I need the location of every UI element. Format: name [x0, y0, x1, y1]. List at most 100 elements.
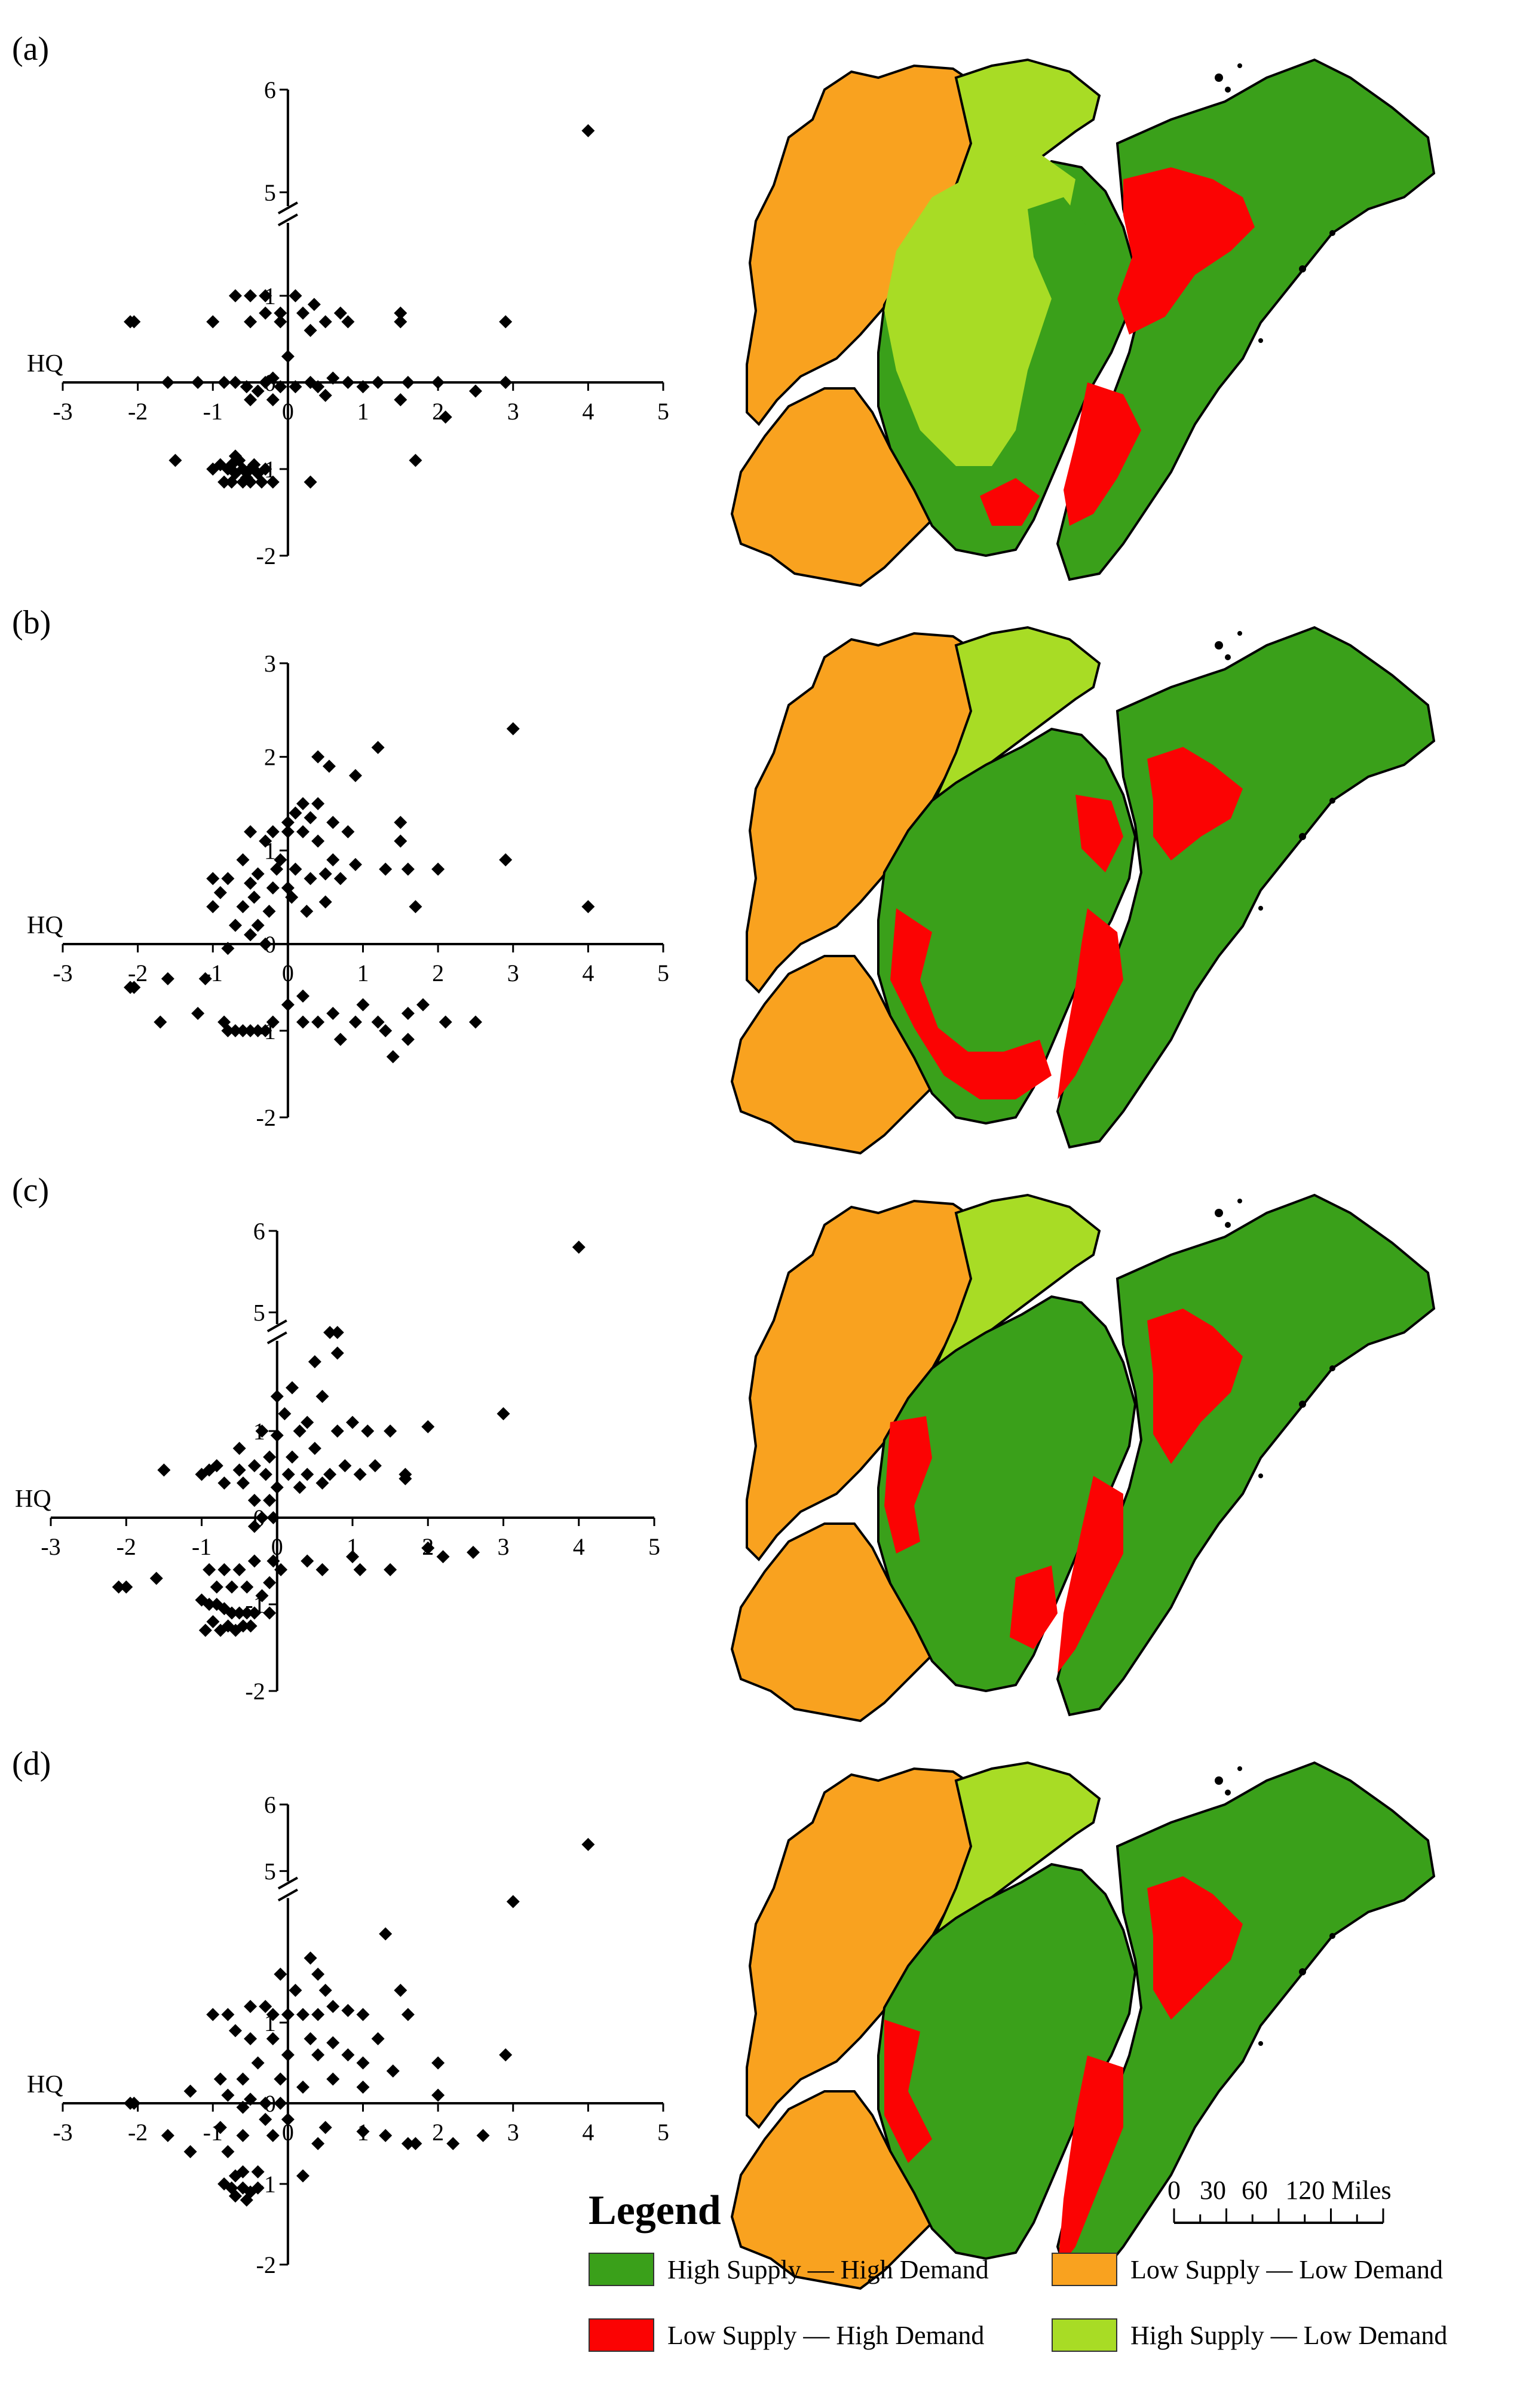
scatter-point	[210, 1580, 223, 1594]
map-overlay-d3	[884, 2020, 932, 2163]
map-overlay-a1	[1117, 167, 1255, 335]
scatter-point	[348, 1015, 362, 1029]
map-overlay-c2	[1058, 1476, 1123, 1673]
scatter-point	[323, 1326, 337, 1339]
scatter-point	[311, 2008, 325, 2021]
scatter-point	[247, 1606, 261, 1620]
scatter-point	[127, 315, 141, 329]
x-tick-label: -1	[192, 1533, 212, 1560]
scatter-point	[346, 1550, 359, 1564]
scatter-point	[244, 315, 258, 329]
scatter-point	[266, 1015, 280, 1029]
scatter-point	[259, 2000, 272, 2013]
scatter-point	[304, 811, 317, 825]
scatter-point	[244, 2000, 258, 2013]
scale-tick-0: 0	[1168, 2176, 1181, 2205]
scatter-point	[244, 1619, 258, 1633]
scatter-point	[263, 1606, 277, 1620]
scatter-point	[304, 2032, 317, 2045]
legend-swatch	[1052, 2253, 1117, 2286]
scatter-point	[371, 1015, 385, 1029]
scatter-point	[341, 376, 355, 389]
y-axis-label: HQ	[27, 912, 63, 939]
scatter-point	[240, 380, 253, 394]
scatter-point	[157, 1463, 171, 1477]
scatter-point	[333, 307, 347, 320]
y-tick-label: -2	[256, 543, 276, 569]
scatter-point	[356, 380, 370, 394]
scatter-point	[281, 2048, 295, 2061]
scatter-point	[213, 886, 227, 899]
scatter-point	[468, 384, 482, 398]
scatter-point	[274, 1968, 287, 1981]
scatter-point	[281, 816, 295, 829]
scatter-point	[281, 350, 295, 363]
scatter-point	[311, 797, 325, 810]
x-tick-label: 1	[357, 398, 369, 425]
scatter-panel-a: (a)-3-2-10123456510-1-2HQ	[12, 30, 669, 569]
y-tick-label: 5	[264, 179, 276, 206]
scatter-point	[244, 2032, 258, 2045]
scatter-point	[326, 371, 340, 385]
scatter-point	[431, 376, 445, 389]
legend-item-high-supply-high-demand: High Supply — High Demand	[589, 2253, 989, 2286]
map-overlay-b4	[1075, 795, 1123, 872]
scatter-point	[356, 2008, 370, 2021]
scatter-point	[274, 2072, 287, 2086]
scatter-point	[228, 2024, 242, 2038]
scatter-point	[263, 1450, 277, 1464]
scatter-point	[274, 380, 287, 394]
scatter-panel-c: (c)-3-2-10123456510-1-2HQ	[12, 1172, 660, 1705]
scatter-point	[263, 1576, 277, 1589]
legend-item-low-supply-high-demand: Low Supply — High Demand	[589, 2318, 984, 2352]
scatter-point	[409, 2137, 422, 2150]
scatter-point	[221, 872, 235, 886]
y-tick-label: 3	[264, 650, 276, 677]
scatter-point	[251, 1024, 265, 1037]
scatter-point	[371, 741, 385, 754]
scatter-point	[225, 1580, 238, 1594]
scatter-point	[217, 1563, 231, 1576]
scatter-point	[333, 1033, 347, 1046]
legend-swatch	[589, 2318, 654, 2352]
map-overlay-b1	[1147, 747, 1243, 860]
scatter-point	[338, 1459, 352, 1472]
scatter-point	[394, 1984, 407, 1997]
scatter-point	[259, 289, 272, 302]
scatter-point	[236, 2072, 250, 2086]
scatter-point	[379, 2129, 393, 2142]
scatter-point	[361, 1424, 375, 1438]
scale-tick-60: 60	[1242, 2176, 1268, 2205]
scatter-point	[289, 806, 302, 820]
x-tick-label: 0	[271, 1533, 283, 1560]
scatter-point	[394, 816, 407, 829]
scatter-point	[368, 1459, 382, 1472]
scatter-point	[468, 1015, 482, 1029]
panel-label: (d)	[12, 1745, 51, 1782]
scatter-point	[296, 797, 309, 810]
scatter-point	[296, 2169, 309, 2183]
scatter-point	[127, 981, 141, 994]
scatter-point	[341, 825, 355, 838]
scatter-point	[240, 1606, 254, 1620]
scatter-point	[255, 1424, 269, 1438]
scatter-point	[225, 475, 238, 489]
legend-item-low-supply-low-demand: Low Supply — Low Demand	[1052, 2253, 1443, 2286]
scatter-point	[274, 315, 287, 329]
map-overlay-b3	[890, 908, 1052, 1099]
map-overlay-a3	[980, 478, 1040, 526]
scatter-point	[236, 853, 250, 866]
scatter-panel-b: (b)-3-2-10123453210-1-2HQ	[12, 604, 669, 1131]
scatter-point	[240, 2193, 253, 2207]
axis-break-mark	[266, 1319, 287, 1332]
scatter-point	[213, 2072, 227, 2086]
scatter-point	[401, 862, 415, 876]
scatter-point	[281, 2008, 295, 2021]
legend-label: Low Supply — Low Demand	[1130, 2254, 1444, 2284]
scatter-point	[247, 1554, 261, 1568]
scatter-point	[217, 1476, 231, 1490]
scatter-point	[296, 1015, 309, 1029]
scatter-point	[149, 1571, 163, 1585]
scatter-point	[247, 1519, 261, 1533]
scatter-point	[251, 918, 265, 932]
